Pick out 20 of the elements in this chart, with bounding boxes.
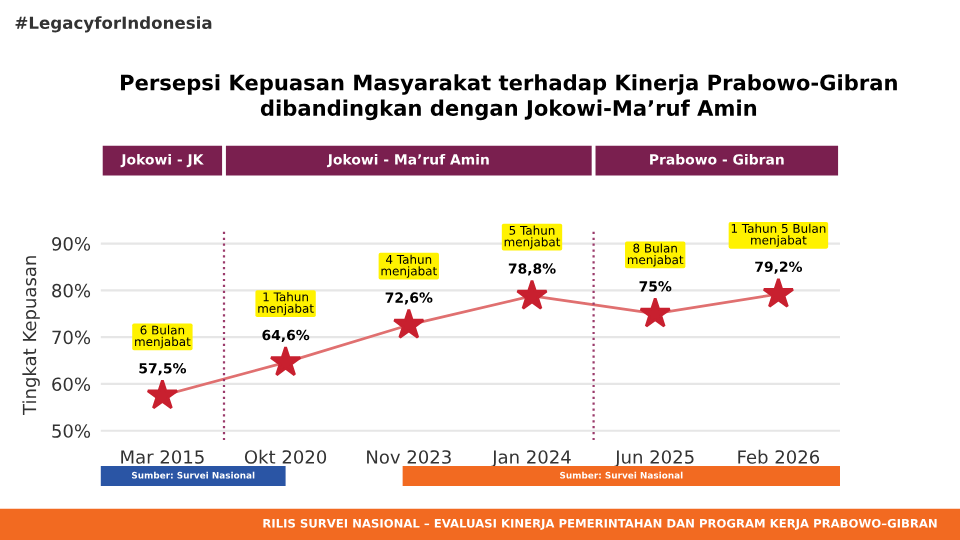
y-tick-label: 60% <box>52 377 91 392</box>
y-tick-label: 50% <box>52 424 91 438</box>
point <box>516 279 548 310</box>
x-tick-label: Nov 2023 <box>367 450 451 464</box>
x-tick-label: Okt 2020 <box>244 449 327 464</box>
point <box>762 277 795 308</box>
chart-title: Persepsi Kepuasan Masyarakat terhadap Kinerja Prabowo-Gibran dibandingkan dengan Jokowi-Ma’ruf Amin <box>121 74 897 121</box>
text: #LegacyforIndonesia <box>15 16 212 33</box>
x-tick-label: Feb 2026 <box>738 449 820 464</box>
x-tick-label: Mar 2015 <box>121 450 204 464</box>
x-tick-label: Jun 2025 <box>614 450 694 468</box>
y-tick-label: 70% <box>52 330 91 345</box>
y-tick-label: 90% <box>52 237 91 251</box>
point <box>269 345 302 377</box>
y-tick-label: 80% <box>52 283 91 298</box>
x-tick-label: Jan 2024 <box>491 450 571 468</box>
point <box>639 297 672 328</box>
point <box>392 308 425 339</box>
y-axis-title: Tingkat Kepuasan <box>22 256 40 416</box>
point <box>146 378 179 410</box>
